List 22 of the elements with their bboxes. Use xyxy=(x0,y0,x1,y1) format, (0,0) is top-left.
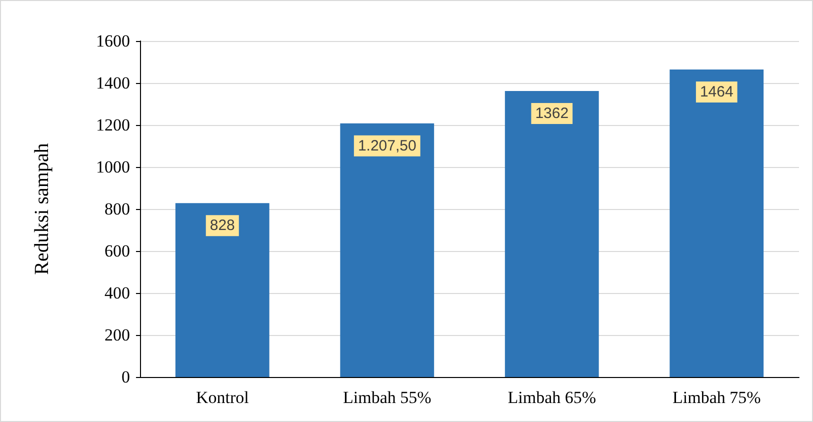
y-tick-label: 1400 xyxy=(96,74,130,92)
data-label: 828 xyxy=(210,217,235,234)
bar xyxy=(340,123,434,377)
bar xyxy=(504,90,599,377)
x-tick-label: Limbah 75% xyxy=(672,388,761,407)
x-tick-label: Limbah 55% xyxy=(342,388,432,407)
y-tick-label: 1600 xyxy=(96,32,130,50)
y-tick-label: 600 xyxy=(104,242,130,260)
y-tick-label: 1200 xyxy=(96,116,130,134)
x-tick-label: Limbah 65% xyxy=(508,388,596,407)
y-tick-label: 200 xyxy=(104,326,130,344)
data-label: 1362 xyxy=(535,104,569,122)
data-label: 1.207,50 xyxy=(358,137,416,154)
y-tick-label: 800 xyxy=(104,200,130,218)
bar xyxy=(670,70,764,377)
y-tick-label: 400 xyxy=(104,284,130,302)
y-tick-label: 0 xyxy=(122,368,130,386)
y-tick-label: 1000 xyxy=(96,158,130,176)
y-axis-title: Reduksi sampah xyxy=(31,143,53,275)
data-label: 1464 xyxy=(700,84,734,101)
x-tick-label: Kontrol xyxy=(196,388,250,407)
bar xyxy=(175,203,270,377)
